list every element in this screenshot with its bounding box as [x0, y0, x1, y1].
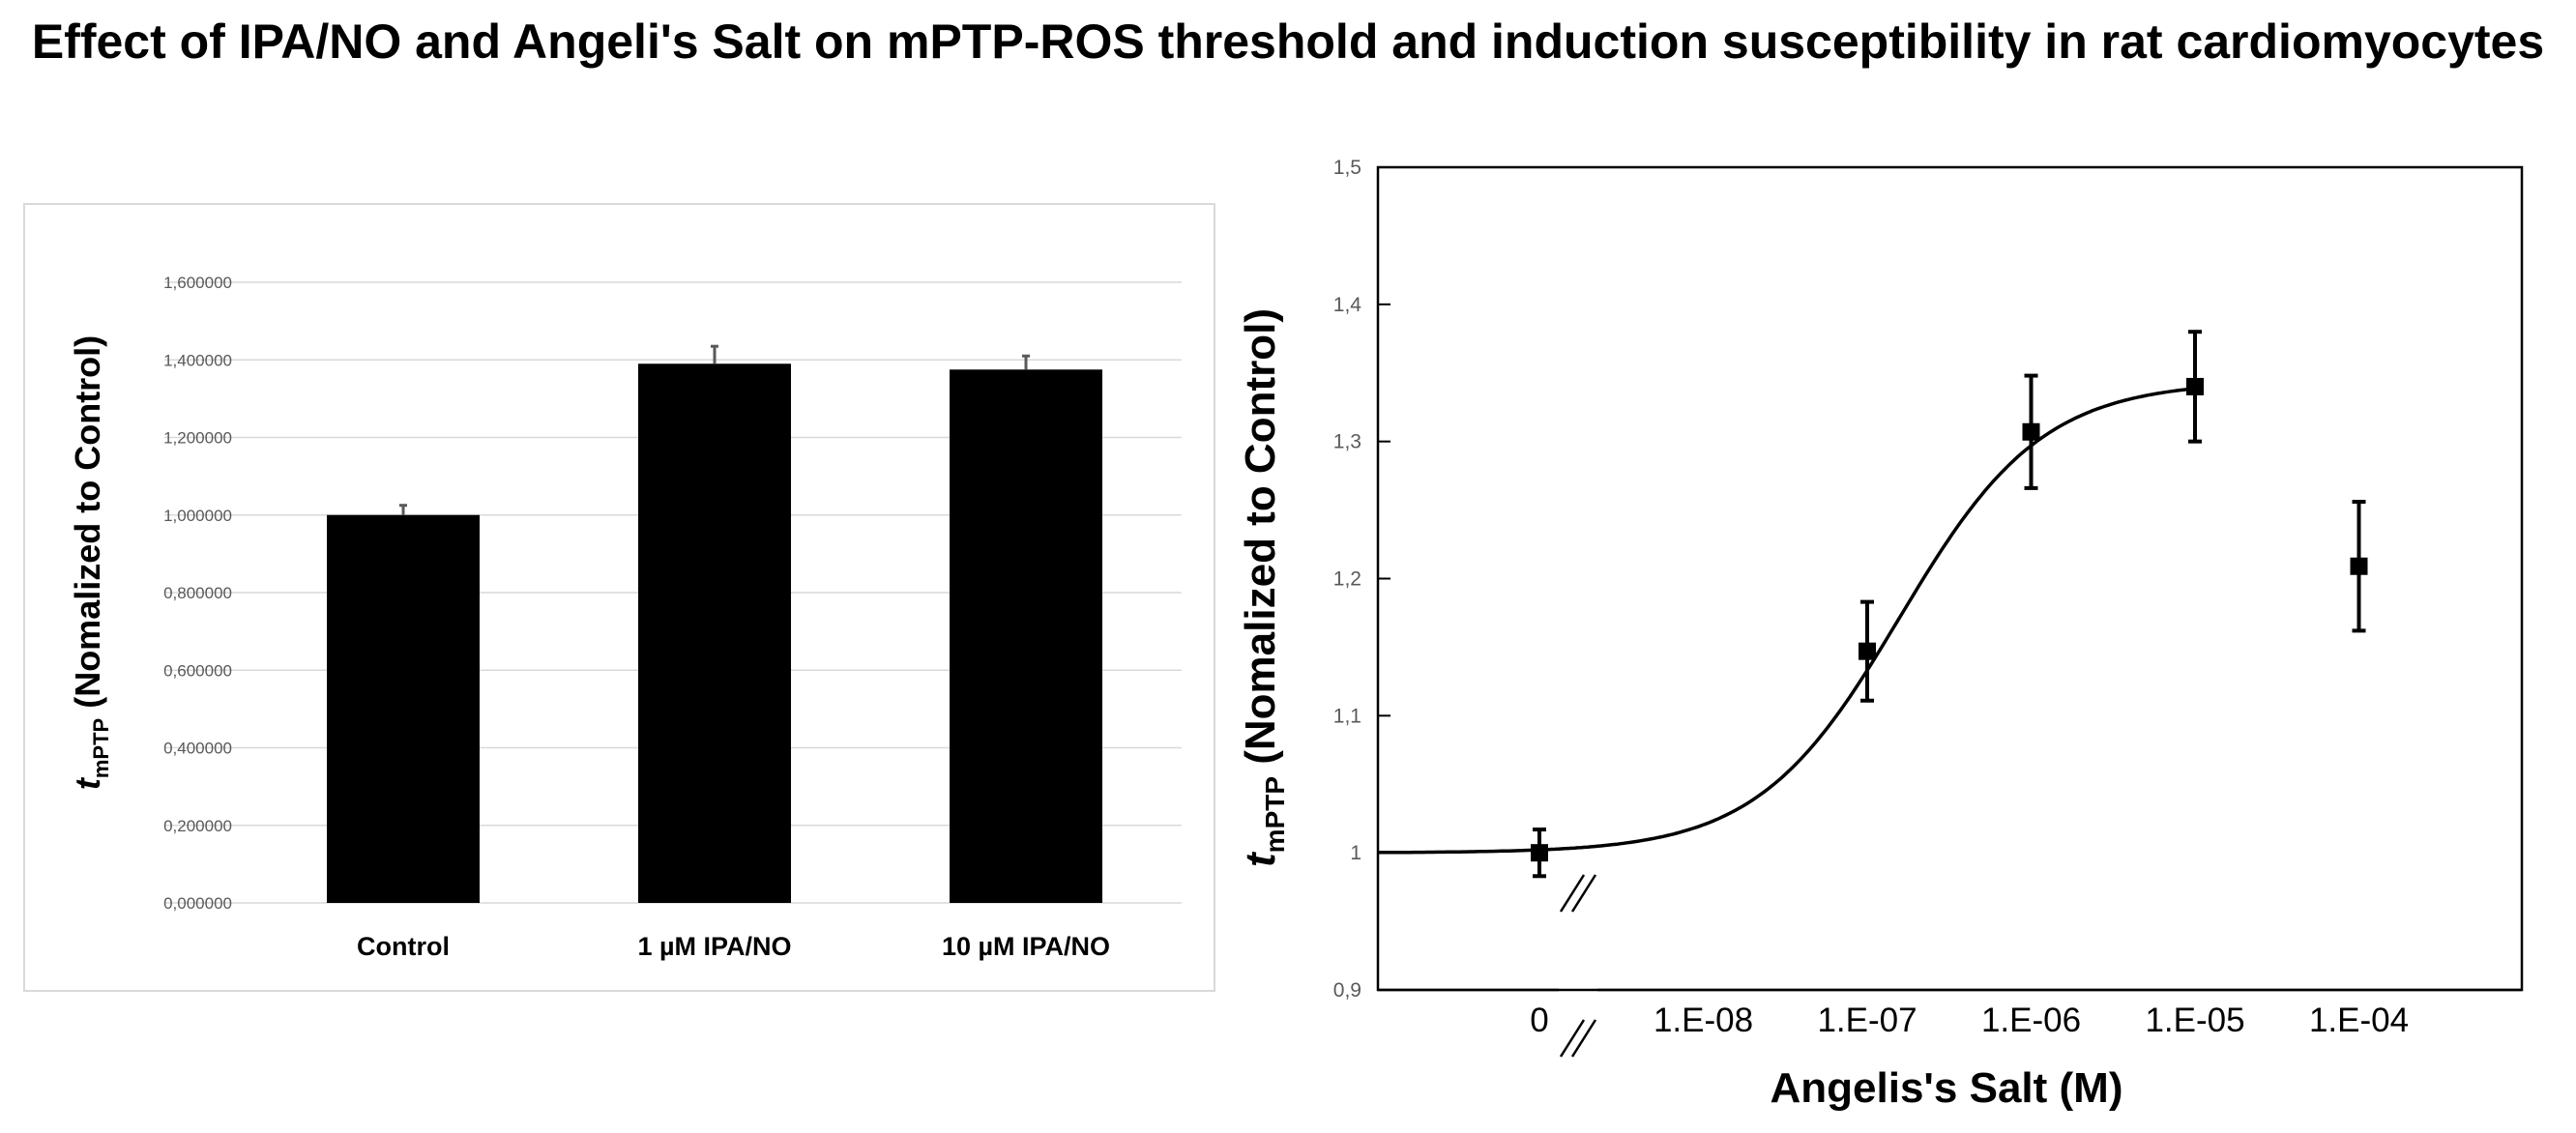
- bar-y-tick-label: 0,600000: [163, 661, 232, 680]
- scatter-point: [1531, 844, 1548, 862]
- scatter-y-ticks: 0,9 1 1,1 1,2 1,3 1,4 1,5: [1333, 157, 1390, 1002]
- bar-y-tick-label: 1,600000: [163, 274, 232, 292]
- scatter-fit-curve: [1378, 387, 2195, 855]
- scatter-x-tick-label: 0: [1530, 1002, 1548, 1039]
- bar-y-tick-label: 0,000000: [163, 894, 232, 913]
- scatter-point: [2022, 422, 2040, 441]
- scatter-y-axis-title-text: tmPTP (Nomalized to Control): [1237, 308, 1290, 867]
- scatter-x-tick-label: 1.E-08: [1654, 1002, 1753, 1039]
- scatter-y-axis-title: tmPTP (Nomalized to Control): [1237, 308, 1290, 867]
- scatter-y-tick-label: 1,3: [1333, 431, 1361, 453]
- bar-category-label: Control: [357, 932, 450, 961]
- bar-category-label: 10 µM IPA/NO: [942, 932, 1110, 961]
- bar-chart-y-tick-labels: 0,000000 0,200000 0,400000 0,600000 0,800000…: [163, 274, 232, 913]
- axis-break-slash: [1559, 874, 1586, 913]
- scatter-x-tick-label: 1.E-05: [2145, 1002, 2244, 1039]
- bar-y-tick-label: 1,000000: [163, 507, 232, 525]
- figure-title: Effect of IPA/NO and Angeli's Salt on mP…: [31, 15, 2545, 69]
- bar-chart-category-labels: Control 1 µM IPA/NO 10 µM IPA/NO: [357, 932, 1110, 961]
- bar-y-tick-label: 0,400000: [163, 740, 232, 758]
- scatter-data-points: [1531, 330, 2368, 879]
- scatter-fit-line: [1378, 387, 2195, 855]
- scatter-point: [2186, 377, 2204, 395]
- scatter-y-tick-label: 1,1: [1333, 705, 1361, 727]
- bar-y-tick-label: 1,400000: [163, 351, 232, 369]
- bar-chart-y-axis-title: tmPTP (Nomalized to Control): [68, 335, 113, 790]
- scatter-point: [2350, 557, 2368, 575]
- scatter-x-tick-labels: 0 1.E-08 1.E-07 1.E-06 1.E-05 1.E-04: [1530, 1002, 2409, 1039]
- scatter-y-tick-label: 0,9: [1333, 979, 1361, 1002]
- scatter-x-tick-label: 1.E-07: [1817, 1002, 1917, 1039]
- bar-y-tick-label: 1,200000: [163, 429, 232, 448]
- scatter-x-axis-title: Angelis's Salt (M): [1771, 1064, 2123, 1112]
- scatter-y-tick-label: 1: [1350, 842, 1361, 864]
- scatter-point: [1859, 642, 1876, 660]
- bar-y-tick-label: 0,800000: [163, 584, 232, 602]
- scatter-y-tick-label: 1,5: [1333, 157, 1361, 179]
- axis-break-slash: [1570, 1019, 1597, 1058]
- scatter-x-tick-label: 1.E-06: [1981, 1002, 2081, 1039]
- bar-chart-bars: [327, 344, 1102, 903]
- bar-category-label: 1 µM IPA/NO: [637, 932, 791, 961]
- bar-y-tick-label: 0,200000: [163, 817, 232, 835]
- scatter-plot-area: [1376, 165, 2524, 992]
- axis-break-slash: [1559, 1019, 1586, 1058]
- scatter-x-tick-label: 1.E-04: [2309, 1002, 2409, 1039]
- scatter-x-axis-title-text: Angelis's Salt (M): [1771, 1064, 2123, 1112]
- bar: [638, 363, 791, 903]
- bar: [327, 514, 480, 903]
- scatter-y-tick-label: 1,2: [1333, 568, 1361, 591]
- axis-break-marks: [1378, 873, 2522, 1059]
- bar: [950, 369, 1102, 903]
- scatter-y-tick-label: 1,4: [1333, 294, 1362, 316]
- bar-y-axis-title-text: tmPTP (Nomalized to Control): [68, 335, 113, 790]
- axis-break-slash: [1570, 874, 1597, 913]
